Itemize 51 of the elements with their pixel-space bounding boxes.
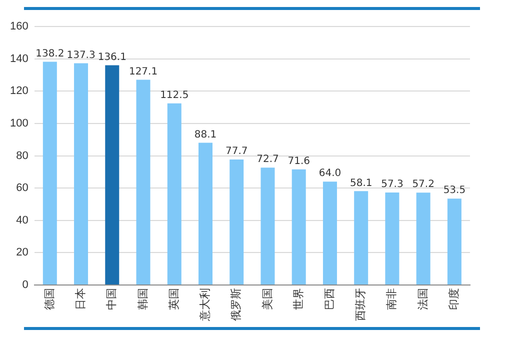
bar (385, 192, 400, 284)
data-label: 57.2 (412, 179, 434, 190)
x-tick-label: 印度 (447, 288, 460, 310)
bar (42, 62, 57, 284)
x-tick-label: 俄罗斯 (230, 288, 243, 321)
data-label: 112.5 (160, 90, 189, 101)
bar (198, 142, 212, 284)
bar (416, 192, 430, 284)
y-tick-label: 20 (16, 246, 28, 259)
data-label: 137.3 (66, 50, 96, 61)
y-tick-label: 0 (22, 279, 28, 292)
bar (136, 80, 150, 284)
bar (260, 168, 275, 284)
data-label: 77.7 (225, 146, 248, 158)
x-tick-label: 美国 (260, 288, 274, 310)
x-tick-label: 巴西 (324, 288, 336, 310)
x-tick-label: 法国 (416, 288, 430, 310)
y-tick-label: 40 (16, 214, 28, 226)
x-tick-label: 世界 (292, 288, 305, 310)
bar (230, 160, 244, 284)
data-label: 71.6 (288, 156, 310, 167)
bar (105, 65, 120, 284)
bar (74, 63, 88, 284)
bar (354, 191, 368, 284)
x-tick-label: 南非 (385, 288, 398, 310)
data-label: 127.1 (128, 66, 158, 78)
data-label: 138.2 (36, 48, 64, 60)
x-tick-label: 英国 (167, 288, 180, 310)
data-label: 72.7 (256, 154, 279, 166)
y-tick-label: 160 (10, 20, 28, 33)
data-label: 88.1 (194, 129, 217, 140)
bar (322, 182, 337, 284)
y-tick-label: 120 (10, 85, 28, 98)
x-tick-label: 中国 (105, 288, 118, 310)
x-tick-label: 意大利 (198, 288, 212, 322)
x-tick-label: 韩国 (136, 288, 150, 310)
y-tick-label: 80 (16, 150, 28, 162)
data-label: 53.5 (443, 185, 466, 196)
y-tick-label: 60 (16, 182, 28, 194)
data-label: 136.1 (98, 52, 126, 63)
y-tick-label: 140 (10, 52, 28, 65)
bar (167, 103, 182, 284)
y-tick-label: 100 (10, 118, 28, 130)
x-tick-label: 德国 (44, 288, 56, 310)
data-label: 57.3 (381, 179, 404, 190)
data-label: 58.1 (350, 178, 372, 189)
bar (292, 169, 306, 284)
x-tick-label: 西班牙 (354, 288, 368, 321)
bar (447, 198, 462, 284)
data-label: 64.0 (318, 168, 342, 180)
x-tick-label: 日本 (74, 288, 88, 310)
